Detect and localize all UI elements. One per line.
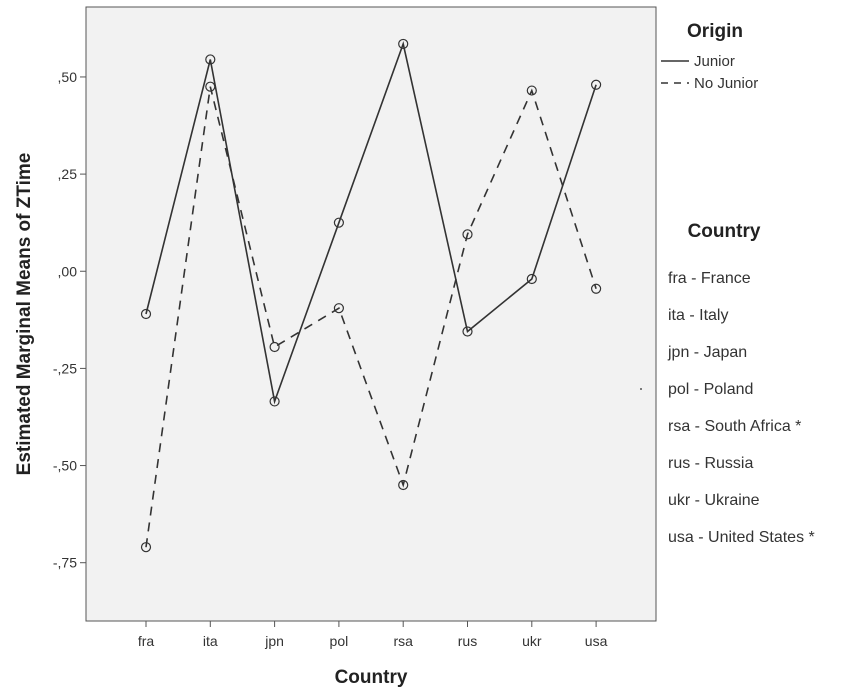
- data-point-junior: [205, 54, 216, 65]
- data-point-no-junior: [333, 303, 344, 314]
- x-tick-label: usa: [585, 633, 608, 649]
- data-point-junior: [590, 79, 602, 90]
- legend-origin: Origin Junior No Junior: [661, 21, 758, 92]
- x-tick-label: ukr: [522, 633, 542, 649]
- data-point-junior: [333, 217, 344, 228]
- data-point-no-junior: [205, 81, 216, 92]
- data-point-no-junior: [398, 479, 409, 491]
- data-point-junior: [140, 308, 152, 320]
- data-point-no-junior: [269, 341, 280, 353]
- data-point-no-junior: [462, 229, 473, 240]
- stray-dot: [640, 388, 642, 390]
- y-tick-label: ,25: [58, 166, 78, 182]
- x-tick-label: ita: [203, 633, 218, 649]
- country-key-entry: ita - Italy: [668, 307, 728, 324]
- series-line-no-junior: [145, 86, 597, 548]
- legend-title: Origin: [687, 21, 743, 42]
- data-point-junior: [398, 38, 409, 50]
- x-tick-label: rsa: [393, 633, 413, 649]
- data-point-no-junior: [590, 283, 602, 294]
- x-tick-label: fra: [138, 633, 155, 649]
- x-axis-title: Country: [335, 667, 408, 688]
- series-layer: [140, 38, 602, 553]
- x-tick-label: pol: [330, 633, 349, 649]
- x-axis: fra ita jpn pol rsa rus ukr usa: [138, 621, 608, 649]
- y-tick-label: -,75: [53, 555, 77, 571]
- x-tick-label: jpn: [264, 633, 284, 649]
- series-line-junior: [145, 41, 597, 405]
- country-key-entry: fra - France: [668, 270, 751, 287]
- legend-label-junior: Junior: [694, 53, 735, 70]
- data-point-junior: [269, 396, 280, 407]
- legend-label-no-junior: No Junior: [694, 75, 758, 92]
- country-key-entry: pol - Poland: [668, 381, 753, 398]
- x-tick-label: rus: [458, 633, 477, 649]
- data-point-junior: [526, 273, 537, 285]
- data-point-no-junior: [140, 542, 152, 553]
- y-axis-title: Estimated Marginal Means of ZTime: [14, 153, 35, 476]
- country-key-title: Country: [688, 221, 761, 242]
- data-point-no-junior: [526, 85, 537, 96]
- y-tick-label: -,50: [53, 458, 77, 474]
- plot-area: [85, 6, 657, 622]
- y-axis: ,50 ,25 ,00 -,25 -,50 -,75: [53, 69, 86, 571]
- data-point-junior: [462, 326, 473, 337]
- country-key-entry: rus - Russia: [668, 455, 753, 472]
- country-key-entry: rsa - South Africa *: [668, 418, 801, 435]
- country-key: Country fra - France ita - Italy jpn - J…: [640, 221, 815, 546]
- y-tick-label: ,00: [58, 263, 78, 279]
- country-key-entry: jpn - Japan: [667, 344, 747, 361]
- country-key-entry: ukr - Ukraine: [668, 492, 760, 509]
- y-tick-label: -,25: [53, 360, 77, 376]
- y-tick-label: ,50: [58, 69, 78, 85]
- country-key-entry: usa - United States *: [668, 529, 815, 546]
